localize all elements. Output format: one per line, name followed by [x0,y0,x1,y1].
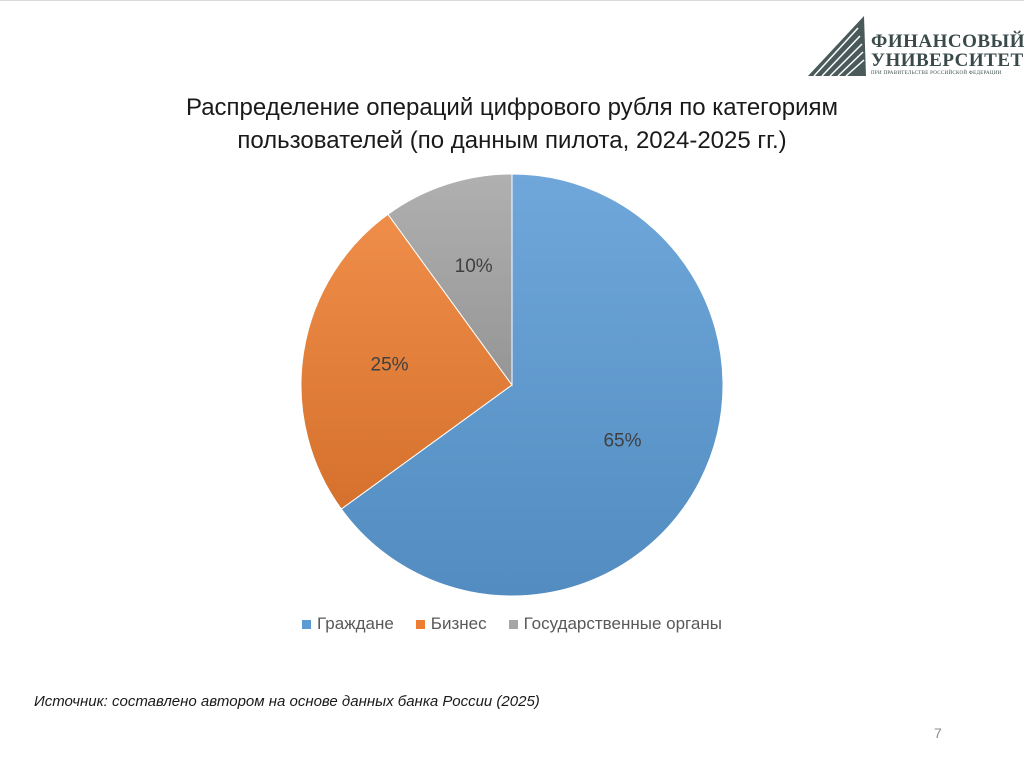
pie-slice-3 [387,173,513,387]
legend-label: Бизнес [430,614,487,633]
university-logo: ФИНАНСОВЫЙ УНИВЕРСИТЕТ ПРИ ПРАВИТЕЛЬСТВЕ… [806,14,1024,80]
slice-label-1: 65% [603,430,641,451]
logo-emblem-icon [808,16,866,77]
chart-title: Распределение операций цифрового рубля п… [0,91,1024,157]
page-number: 7 [934,725,942,741]
legend-swatch [415,619,425,629]
legend-swatch [508,619,518,629]
top-border [0,0,1024,1]
logo-text: ФИНАНСОВЫЙ УНИВЕРСИТЕТ ПРИ ПРАВИТЕЛЬСТВЕ… [871,32,1024,78]
legend-item-1: Граждане [302,614,394,634]
source-note: Источник: составлено автором на основе д… [34,693,540,710]
slice-label-3: 10% [455,256,493,277]
chart-title-line1: Распределение операций цифрового рубля п… [185,94,839,121]
legend-item-2: Бизнес [415,614,487,634]
logo-line2: УНИВЕРСИТЕТ [871,50,1024,71]
legend-label: Граждане [317,614,394,633]
pie-slice-1 [340,173,724,597]
chart-legend: Граждане Бизнес Государственные органы [0,614,1024,634]
logo-line3: ПРИ ПРАВИТЕЛЬСТВЕ РОССИЙСКОЙ ФЕДЕРАЦИИ [871,71,1002,76]
legend-item-3: Государственные органы [508,614,722,634]
legend-swatch [302,619,312,629]
pie-slice-2 [300,213,513,510]
slice-label-2: 25% [371,355,409,376]
legend-label: Государственные органы [523,614,722,633]
logo-line1: ФИНАНСОВЫЙ [871,31,1024,52]
chart-title-line2: пользователей (по данным пилота, 2024-20… [237,127,787,154]
